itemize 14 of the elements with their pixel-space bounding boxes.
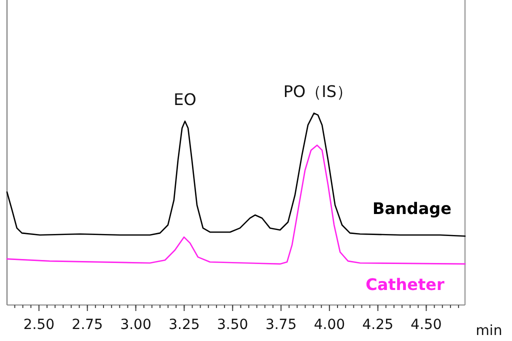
series-label: Catheter xyxy=(366,274,445,294)
x-tick-label: 2.75 xyxy=(72,317,103,333)
x-axis-title: min xyxy=(476,323,502,339)
x-tick-label: 3.25 xyxy=(168,317,200,333)
x-tick-label: 2.50 xyxy=(23,317,55,333)
series-label: Bandage xyxy=(372,199,452,218)
x-tick-label: 4.00 xyxy=(314,317,346,333)
x-tick-label: 3.50 xyxy=(217,317,248,333)
text: PO（IS） xyxy=(283,82,353,102)
x-tick-label: 3.75 xyxy=(265,317,297,333)
x-tick-label: 4.25 xyxy=(362,317,394,333)
x-tick-label: 4.50 xyxy=(410,317,442,333)
text: EO xyxy=(174,90,196,110)
x-tick-label: 3.00 xyxy=(120,317,152,333)
